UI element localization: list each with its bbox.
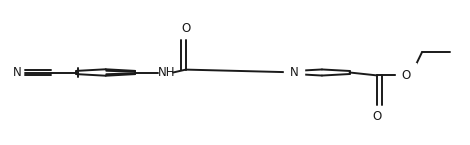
Text: N: N: [290, 66, 298, 79]
Text: O: O: [181, 22, 190, 36]
Text: N: N: [13, 66, 22, 79]
Text: O: O: [372, 109, 382, 123]
Text: NH: NH: [158, 66, 176, 79]
Text: O: O: [401, 69, 411, 82]
